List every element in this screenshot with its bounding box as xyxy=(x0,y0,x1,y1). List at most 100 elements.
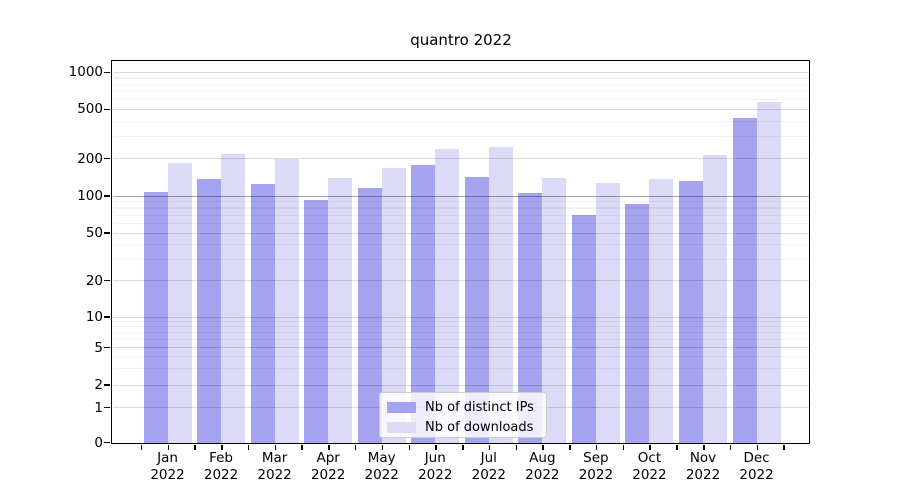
x-tick-label-dec: Dec 2022 xyxy=(739,450,774,483)
gridline-9 xyxy=(113,321,809,323)
y-tick-20 xyxy=(104,279,110,282)
y-tick-50 xyxy=(104,232,110,234)
y-tick-5 xyxy=(104,346,110,349)
gridline-500 xyxy=(113,108,809,110)
x-tick xyxy=(515,445,518,450)
x-tick xyxy=(622,445,625,450)
gridline-700 xyxy=(113,90,809,92)
gridline-6 xyxy=(113,338,809,341)
legend-label-distinct-ips: Nb of distinct IPs xyxy=(425,400,534,415)
gridline-60 xyxy=(113,222,809,224)
y-tick-500 xyxy=(104,108,110,111)
gridline-5 xyxy=(113,347,809,349)
x-tick xyxy=(140,445,143,450)
y-tick-label-500: 500 xyxy=(77,101,103,118)
y-tick-200 xyxy=(104,157,110,160)
gridline-3 xyxy=(113,367,809,369)
x-tick xyxy=(569,445,571,450)
bar-downloads-dec xyxy=(756,102,781,444)
x-tick-label-nov: Nov 2022 xyxy=(685,450,721,483)
x-tick xyxy=(167,445,170,450)
y-tick-label-1000: 1000 xyxy=(68,64,103,81)
x-tick xyxy=(274,445,277,450)
bar-downloads-oct xyxy=(649,178,674,444)
gridline-900 xyxy=(113,77,809,79)
bar-distinct-ips-sep xyxy=(571,215,596,444)
x-tick-label-jun: Jun 2022 xyxy=(418,450,453,483)
gridline-400 xyxy=(113,120,809,122)
bar-downloads-feb xyxy=(221,154,246,444)
x-tick xyxy=(194,445,196,450)
bar-distinct-ips-dec xyxy=(732,118,757,444)
bar-distinct-ips-oct xyxy=(625,204,650,444)
y-tick-2 xyxy=(104,384,110,386)
x-tick xyxy=(247,445,250,450)
y-tick-1 xyxy=(104,406,110,409)
bar-distinct-ips-apr xyxy=(304,199,329,444)
y-tick-label-20: 20 xyxy=(85,272,103,289)
gridline-1000 xyxy=(113,71,809,73)
gridline-30 xyxy=(113,258,809,261)
y-tick-label-100: 100 xyxy=(77,188,103,204)
bar-distinct-ips-mar xyxy=(250,183,275,444)
bar-distinct-ips-jan xyxy=(143,192,168,444)
y-tick-label-50: 50 xyxy=(85,225,103,241)
gridline-4 xyxy=(113,356,809,358)
x-tick xyxy=(649,445,651,450)
x-tick xyxy=(542,445,544,450)
x-tick xyxy=(301,445,303,450)
bar-downloads-nov xyxy=(703,154,727,444)
gridline-800 xyxy=(113,83,809,85)
y-tick-1000 xyxy=(104,71,110,74)
legend-swatch-distinct-ips xyxy=(387,402,416,413)
gridline-8 xyxy=(113,326,809,328)
gridline-600 xyxy=(113,99,809,101)
chart-title: quantro 2022 xyxy=(410,31,512,49)
bar-downloads-sep xyxy=(595,183,620,444)
x-tick-label-sep: Sep 2022 xyxy=(578,450,614,483)
y-tick-label-0: 0 xyxy=(94,434,103,451)
bar-downloads-jan xyxy=(167,163,192,444)
x-tick xyxy=(676,445,678,450)
x-tick xyxy=(756,445,759,450)
x-tick xyxy=(462,445,464,450)
x-tick-label-mar: Mar 2022 xyxy=(257,450,292,483)
legend-label-downloads: Nb of downloads xyxy=(425,420,534,435)
x-tick xyxy=(408,445,410,450)
y-tick-label-1: 1 xyxy=(94,399,103,416)
y-tick-label-200: 200 xyxy=(77,150,103,167)
x-tick-label-jul: Jul 2022 xyxy=(471,450,506,483)
gridline-50 xyxy=(113,232,809,234)
y-tick-10 xyxy=(104,316,110,318)
y-tick-100 xyxy=(104,195,110,197)
x-tick xyxy=(729,445,732,450)
x-tick xyxy=(221,445,223,450)
y-tick-label-2: 2 xyxy=(94,377,103,393)
bar-downloads-mar xyxy=(274,158,299,444)
y-tick-0 xyxy=(104,441,110,444)
x-tick xyxy=(488,445,491,450)
x-tick xyxy=(703,445,705,450)
gridline-10 xyxy=(113,316,809,318)
x-tick-label-feb: Feb 2022 xyxy=(203,450,239,483)
x-tick-label-aug: Aug 2022 xyxy=(525,450,560,483)
gridline-100 xyxy=(113,195,809,197)
legend-entry-distinct-ips: Nb of distinct IPs xyxy=(387,399,538,416)
x-tick xyxy=(435,445,437,450)
x-tick-label-apr: Apr 2022 xyxy=(310,450,346,483)
bar-distinct-ips-may xyxy=(357,187,382,444)
gridline-70 xyxy=(113,214,809,216)
x-tick xyxy=(381,445,384,450)
x-tick-label-jan: Jan 2022 xyxy=(150,450,185,483)
bar-downloads-apr xyxy=(328,178,353,444)
gridline-2 xyxy=(113,384,809,386)
x-tick xyxy=(783,445,785,450)
x-tick xyxy=(328,445,330,450)
gridline-90 xyxy=(113,201,809,203)
x-tick-label-oct: Oct 2022 xyxy=(632,450,667,483)
x-tick xyxy=(595,445,598,450)
